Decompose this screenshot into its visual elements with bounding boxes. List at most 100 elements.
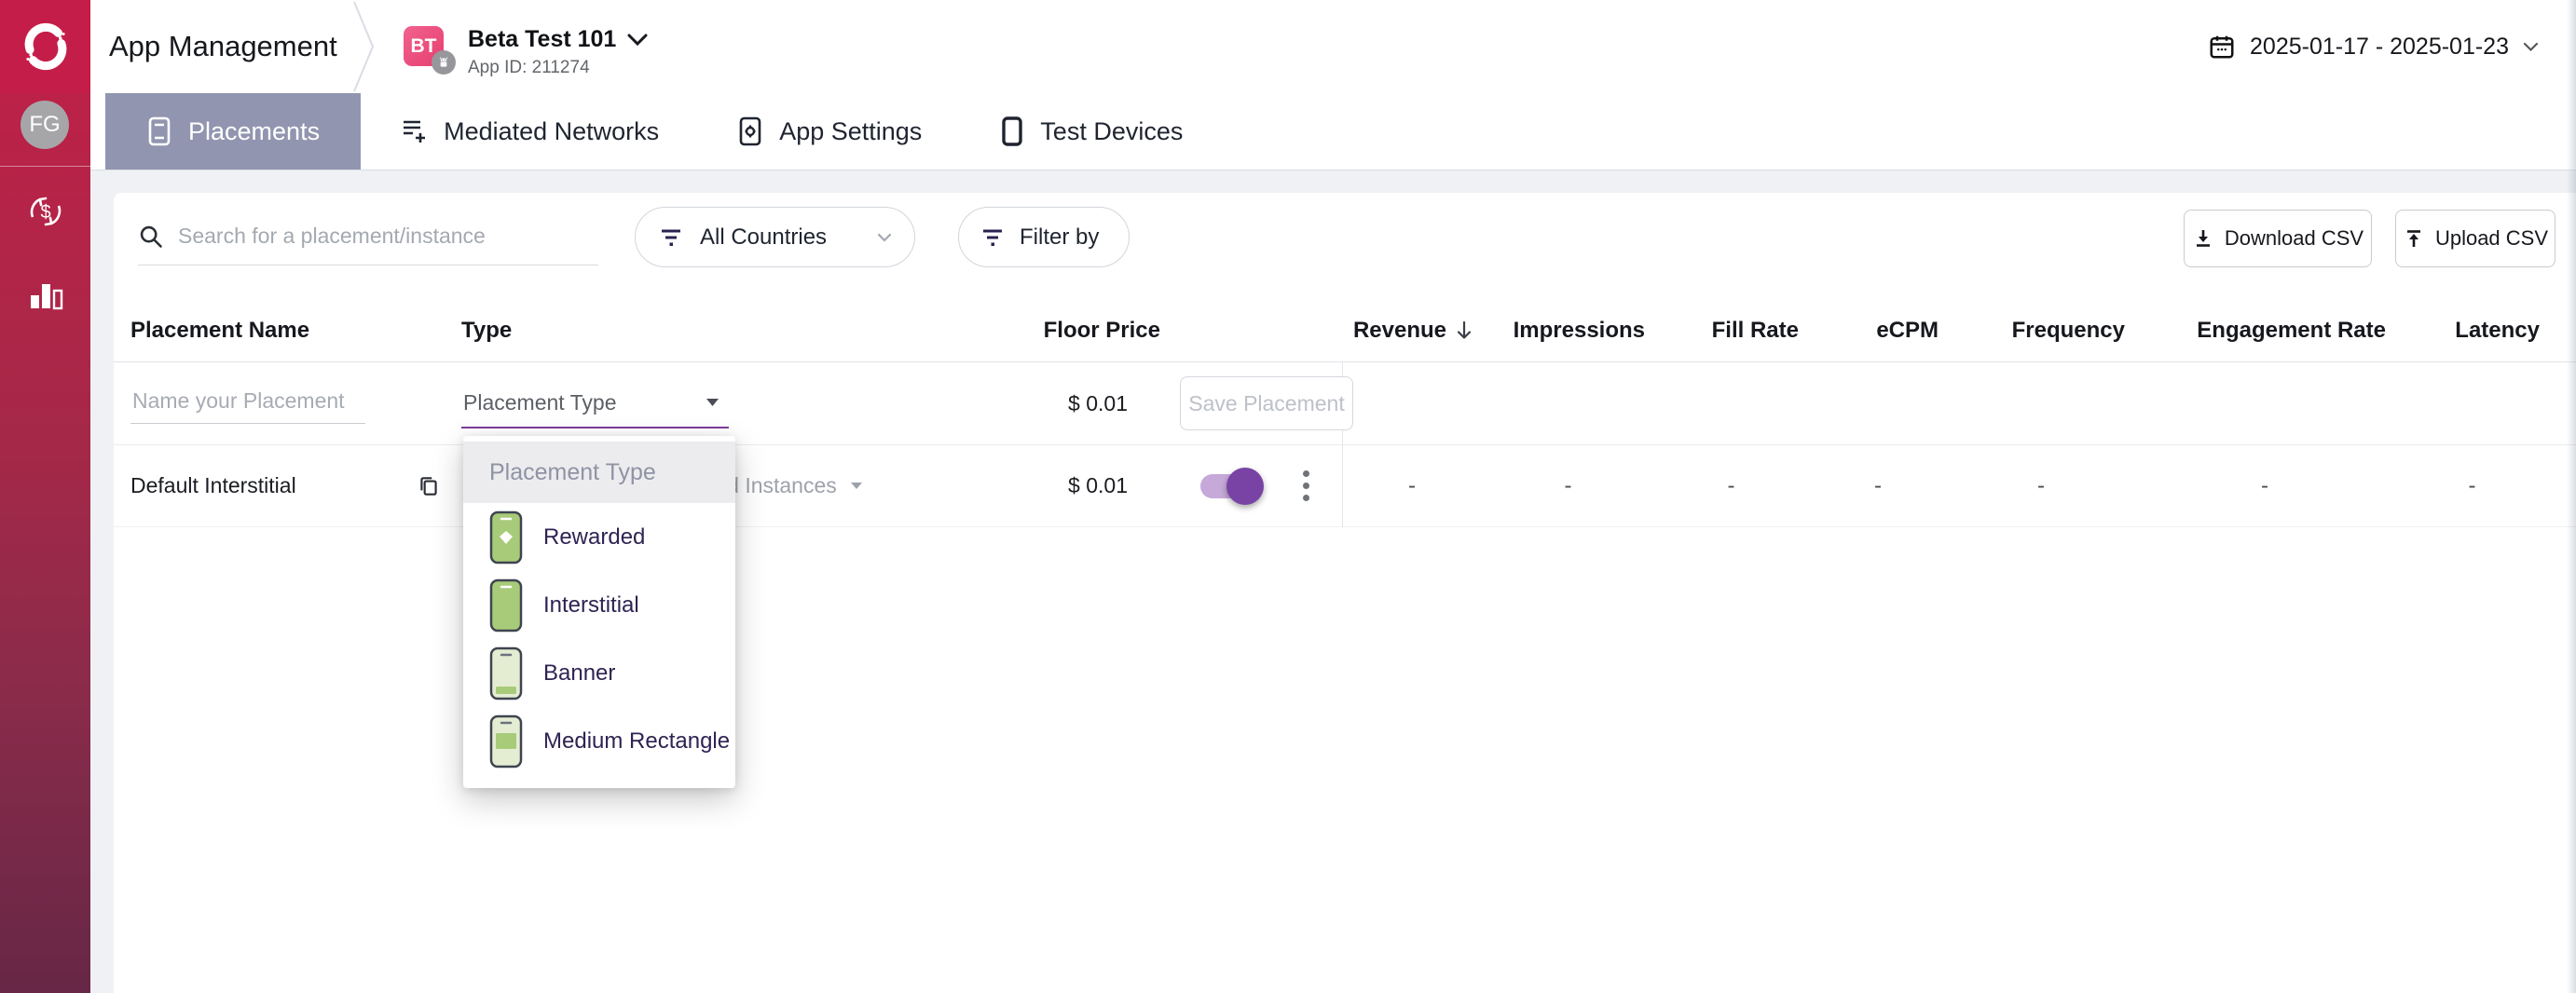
option-label: Medium Rectangle	[543, 728, 731, 754]
placement-type-placeholder: Placement Type	[463, 389, 617, 415]
copy-icon[interactable]	[417, 474, 441, 498]
metric-frequency: -	[2037, 472, 2045, 498]
pinned-column-divider	[1342, 362, 1343, 527]
interstitial-phone-icon	[489, 578, 523, 632]
option-label: Banner	[543, 660, 616, 686]
caret-down-icon	[706, 399, 719, 406]
placements-panel: All Countries Filter by Download CSV	[114, 193, 2576, 993]
caret-down-icon	[850, 483, 862, 489]
new-floor-price: $ 0.01	[1068, 390, 1128, 415]
col-type: Type	[461, 318, 513, 343]
save-placement-button[interactable]: Save Placement	[1180, 376, 1353, 430]
tab-placements[interactable]: Placements	[105, 93, 362, 170]
option-medium-rectangle[interactable]: Medium Rectangle	[463, 707, 735, 775]
tab-label: App Settings	[779, 116, 923, 145]
search-input[interactable]	[178, 224, 598, 249]
option-label: Rewarded	[543, 524, 646, 550]
sidebar-divider	[0, 166, 90, 167]
option-label: Interstitial	[543, 592, 639, 618]
tab-label: Mediated Networks	[444, 116, 660, 145]
app-name: Beta Test 101	[468, 26, 617, 52]
upload-icon	[2406, 230, 2420, 247]
app-selector[interactable]: BT Beta Test 101 App ID	[404, 26, 648, 78]
metric-impressions: -	[1564, 472, 1572, 498]
metric-ecpm: -	[1874, 472, 1882, 498]
banner-phone-icon	[489, 646, 523, 700]
tab-app-settings[interactable]: App Settings	[737, 93, 922, 170]
row-floor-price: $ 0.01	[1068, 473, 1128, 497]
search-icon	[140, 225, 162, 248]
table-header-row: Placement Name Type Floor Price Revenue …	[114, 300, 2576, 362]
download-csv-button[interactable]: Download CSV	[2184, 210, 2372, 267]
page-title: App Management	[109, 30, 337, 62]
placement-type-dropdown: Placement Type Rewarded Interstitial	[463, 436, 735, 788]
app-settings-icon	[739, 116, 761, 146]
tab-bar: Placements Mediated Networks App Setting…	[90, 93, 2576, 170]
tab-label: Placements	[188, 116, 321, 145]
rewarded-phone-icon	[489, 510, 523, 564]
chevron-down-icon	[877, 233, 892, 242]
placement-enabled-toggle[interactable]	[1200, 467, 1264, 505]
col-revenue[interactable]: Revenue	[1342, 318, 1482, 344]
dropdown-header: Placement Type	[463, 442, 735, 503]
calendar-icon	[2210, 35, 2234, 59]
download-icon	[2196, 230, 2210, 247]
placement-name-input[interactable]	[130, 383, 365, 424]
placement-type-select[interactable]: Placement Type	[461, 378, 729, 428]
breadcrumb-chevron	[353, 1, 375, 92]
chevron-down-icon	[627, 34, 648, 46]
option-banner[interactable]: Banner	[463, 639, 735, 707]
date-range-text: 2025-01-17 - 2025-01-23	[2250, 33, 2509, 60]
top-header: App Management BT Beta Test 101	[90, 0, 2576, 93]
test-devices-icon	[1002, 116, 1022, 146]
metric-revenue: -	[1408, 472, 1416, 498]
app-id: App ID: 211274	[468, 58, 590, 77]
android-badge-icon	[432, 50, 456, 75]
option-rewarded[interactable]: Rewarded	[463, 503, 735, 571]
tab-label: Test Devices	[1040, 116, 1184, 145]
tab-mediated-networks[interactable]: Mediated Networks	[400, 93, 659, 170]
date-range-picker[interactable]: 2025-01-17 - 2025-01-23	[2208, 0, 2539, 93]
metric-latency: -	[2468, 472, 2476, 498]
option-interstitial[interactable]: Interstitial	[463, 571, 735, 639]
countries-filter-label: All Countries	[700, 224, 828, 250]
avatar[interactable]: FG	[21, 101, 69, 149]
tab-test-devices[interactable]: Test Devices	[1000, 93, 1183, 170]
metric-fill-rate: -	[1727, 472, 1735, 498]
analytics-icon	[30, 284, 62, 310]
upload-csv-button[interactable]: Upload CSV	[2395, 210, 2555, 267]
placements-icon	[148, 116, 171, 146]
funnel-icon	[662, 229, 680, 246]
col-placement-name: Placement Name	[130, 318, 310, 343]
mediated-networks-icon	[404, 120, 426, 143]
sidebar-item-analytics[interactable]	[0, 263, 90, 328]
search-field	[138, 208, 598, 265]
chartboost-logo[interactable]	[0, 0, 90, 93]
sort-desc-icon	[1457, 320, 1472, 339]
row-menu-kebab-icon[interactable]	[1297, 465, 1315, 507]
logo-swirl-icon	[24, 22, 66, 71]
col-fill-rate: Fill Rate	[1711, 318, 1799, 343]
download-csv-label: Download CSV	[2224, 226, 2364, 250]
col-latency: Latency	[2455, 318, 2540, 343]
funnel-icon	[983, 229, 1002, 246]
countries-filter[interactable]: All Countries	[635, 207, 915, 267]
app-icon-text: BT	[410, 34, 437, 57]
metric-engagement-rate: -	[2261, 472, 2268, 498]
filter-by-label: Filter by	[1020, 224, 1100, 250]
col-floor-price: Floor Price	[1043, 318, 1160, 343]
placement-name: Default Interstitial	[130, 473, 296, 497]
col-ecpm: eCPM	[1876, 318, 1939, 343]
upload-csv-label: Upload CSV	[2434, 226, 2549, 250]
col-impressions: Impressions	[1513, 318, 1645, 343]
new-placement-row: Placement Type $ 0.01 Save Placement	[114, 362, 2576, 445]
col-engagement-rate: Engagement Rate	[2197, 318, 2386, 343]
svg-text:$: $	[40, 202, 50, 223]
col-revenue-label: Revenue	[1352, 318, 1446, 343]
sidebar: FG $	[0, 0, 90, 993]
medium-rectangle-phone-icon	[489, 714, 523, 768]
sidebar-item-monetization[interactable]: $	[0, 179, 90, 244]
col-frequency: Frequency	[2011, 318, 2125, 343]
filter-by-button[interactable]: Filter by	[958, 207, 1130, 267]
